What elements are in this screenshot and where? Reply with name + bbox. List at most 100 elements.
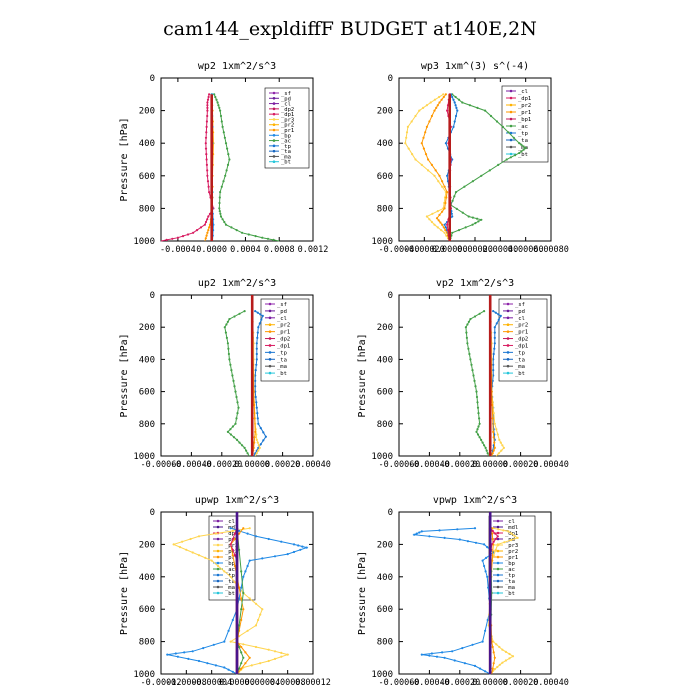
legend-marker [272, 133, 276, 137]
legend-entry: _bt [281, 160, 291, 166]
y-tick-label: 600 [139, 605, 155, 615]
series-marker [476, 406, 480, 409]
series-marker [420, 653, 423, 656]
series-marker [223, 570, 226, 573]
legend-marker [509, 138, 513, 142]
legend-marker [268, 337, 272, 340]
series-marker [433, 109, 436, 112]
series-marker [261, 557, 264, 560]
series-marker [226, 430, 229, 433]
legend-marker [216, 525, 220, 529]
legend-marker [272, 118, 276, 121]
legend-marker [272, 102, 276, 105]
series-marker [493, 347, 496, 350]
series-marker [214, 532, 217, 535]
series-marker [213, 93, 216, 96]
legend-marker [272, 107, 276, 111]
y-tick-label: 200 [139, 107, 155, 117]
series-marker [451, 650, 454, 653]
legend-marker [268, 309, 272, 313]
series-marker [261, 236, 264, 239]
series-marker [467, 215, 470, 218]
series-marker [513, 534, 516, 537]
series-marker [502, 529, 505, 532]
legend-marker [272, 149, 276, 153]
series-marker [253, 441, 256, 444]
y-tick-label: 200 [139, 540, 155, 550]
series-marker [238, 312, 241, 315]
y-tick-label: 200 [377, 107, 393, 117]
series-marker [497, 313, 500, 316]
y-tick-label: 800 [377, 638, 393, 648]
series-marker [486, 575, 489, 578]
series-marker [264, 435, 267, 438]
series-marker [492, 352, 495, 356]
series-marker [504, 659, 507, 662]
series-marker [204, 142, 207, 145]
legend-entry: _cl [225, 519, 235, 525]
legend-entry: _pd [281, 96, 291, 102]
y-tick-label: 600 [377, 605, 393, 615]
legend-marker [216, 585, 220, 589]
series-marker [470, 363, 473, 366]
series-marker [491, 529, 494, 533]
series-marker [259, 613, 262, 616]
series-marker [242, 591, 245, 595]
series-marker [286, 553, 289, 556]
series-marker [480, 218, 483, 221]
series-marker [498, 438, 501, 441]
series-marker [428, 218, 431, 221]
series-marker [483, 444, 486, 447]
legend-entry: _pd [515, 309, 525, 315]
legend-marker [268, 302, 272, 306]
legend-entry: _pr1 [505, 555, 518, 561]
series-marker [224, 223, 228, 226]
series-marker [471, 180, 474, 183]
series-marker [256, 441, 259, 444]
series-marker [488, 169, 491, 172]
series-marker [491, 645, 494, 649]
series-marker [243, 310, 246, 313]
series-marker [511, 655, 515, 658]
legend-marker [268, 357, 272, 361]
series-marker [244, 662, 247, 665]
y-axis-label: Pressure [hPa] [119, 117, 130, 201]
series-marker [242, 527, 245, 530]
series-marker [227, 347, 230, 350]
legend-entry: _cl [515, 316, 525, 322]
legend-marker [272, 112, 276, 116]
series-marker [218, 106, 221, 109]
legend-entry: _pd [277, 309, 287, 315]
panel-2: up2 1xm^2/s^302004006008001000-0.00060-0… [119, 278, 331, 470]
series-marker [233, 532, 236, 535]
x-tick-label: 0.00000 [472, 460, 508, 470]
series-marker [222, 180, 225, 183]
series-marker [414, 114, 417, 118]
series-marker [223, 666, 226, 669]
series-marker [256, 311, 259, 314]
series-marker [219, 109, 222, 112]
series-marker [267, 648, 270, 651]
series-marker [455, 106, 458, 109]
x-tick-label: -0.00040 [171, 460, 212, 470]
legend-marker [496, 561, 500, 565]
series-marker [226, 342, 229, 345]
series-marker [495, 428, 498, 431]
series-marker [229, 527, 232, 530]
series-marker [469, 318, 472, 321]
series-marker [206, 109, 209, 112]
legend-marker [509, 89, 513, 93]
series-marker [443, 536, 446, 540]
series-marker [508, 657, 511, 660]
series-marker [232, 379, 235, 382]
panel-3: vp2 1xm^2/s^302004006008001000-0.00060-0… [357, 278, 569, 470]
series-marker [495, 322, 498, 325]
series-marker [453, 101, 456, 104]
series-marker [481, 441, 484, 444]
series-marker [455, 207, 458, 210]
series-marker [257, 449, 260, 452]
series-marker [223, 136, 226, 139]
series-marker [471, 216, 474, 219]
series-marker [205, 131, 208, 134]
series-marker [207, 185, 210, 188]
